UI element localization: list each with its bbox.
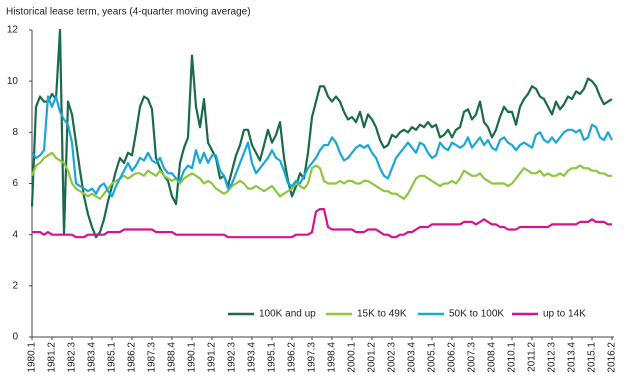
- x-tick-label: 1986.2: [127, 342, 138, 373]
- y-tick-label: 0: [12, 332, 18, 343]
- x-tick-label: 1995.1: [267, 342, 278, 373]
- series-line: [30, 151, 612, 200]
- x-tick-label: 1988.4: [167, 342, 178, 373]
- series-line: [31, 95, 613, 198]
- legend-label: up to 14K: [543, 309, 586, 320]
- x-tick-label: 1998.4: [327, 342, 338, 373]
- x-tick-label: 1991.2: [207, 342, 218, 373]
- chart-title: Historical lease term, years (4-quarter …: [6, 7, 251, 18]
- x-tick-label: 2005.1: [427, 342, 438, 373]
- x-tick-label: 2013.4: [567, 342, 578, 373]
- x-tick-label: 2007.3: [467, 342, 478, 373]
- x-tick-label: 1993.4: [247, 342, 258, 373]
- x-tick-label: 2010.1: [507, 342, 518, 373]
- y-tick-label: 6: [12, 178, 18, 189]
- x-tick-label: 2002.3: [387, 342, 398, 373]
- legend-label: 50K to 100K: [449, 309, 504, 320]
- y-tick-label: 8: [12, 127, 18, 138]
- x-tick-label: 2012.3: [547, 342, 558, 373]
- x-tick-label: 1985.1: [107, 342, 118, 373]
- y-tick-label: 2: [12, 280, 18, 291]
- legend-label: 100K and up: [259, 309, 316, 320]
- y-tick-label: 12: [7, 25, 19, 36]
- legend-label: 15K to 49K: [357, 309, 407, 320]
- x-tick-label: 1982.3: [67, 342, 78, 373]
- series-line: [32, 208, 612, 239]
- x-tick-label: 1997.3: [307, 342, 318, 373]
- x-tick-label: 2003.4: [407, 342, 418, 373]
- y-tick-label: 4: [12, 229, 18, 240]
- x-tick-label: 1992.3: [227, 342, 238, 373]
- x-tick-label: 2008.4: [487, 342, 498, 373]
- x-tick-label: 2011.2: [527, 342, 538, 372]
- y-tick-label: 10: [7, 76, 19, 87]
- x-tick-label: 2000.1: [347, 342, 358, 373]
- x-tick-label: 1981.2: [47, 342, 58, 373]
- x-tick-label: 1980.1: [27, 342, 38, 373]
- x-tick-label: 1996.2: [287, 342, 298, 373]
- x-tick-label: 1987.3: [147, 342, 158, 373]
- x-tick-label: 2015.1: [587, 342, 598, 373]
- x-tick-label: 1990.1: [187, 342, 198, 373]
- x-tick-label: 1983.4: [87, 342, 98, 373]
- x-tick-label: 2006.2: [447, 342, 458, 373]
- x-tick-label: 2016.2: [607, 342, 618, 373]
- x-tick-label: 2001.2: [367, 342, 378, 373]
- series-line: [30, 28, 613, 239]
